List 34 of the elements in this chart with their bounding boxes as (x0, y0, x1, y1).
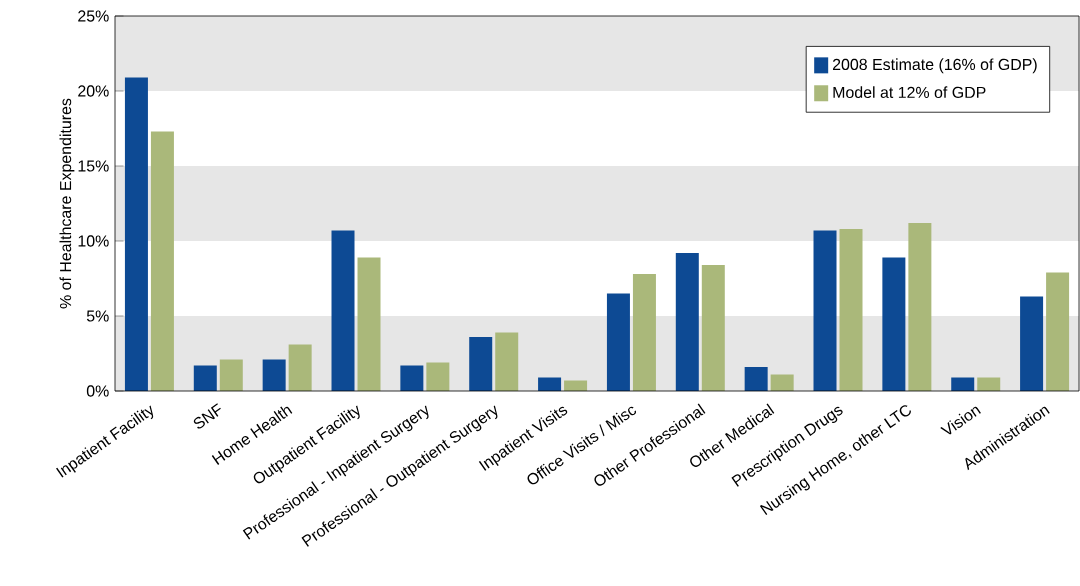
bar (1046, 272, 1070, 391)
bar (606, 293, 630, 391)
bar (193, 365, 217, 391)
bar (426, 362, 450, 391)
bar (701, 265, 725, 391)
y-tick-label: 15% (78, 160, 109, 172)
bar (219, 359, 243, 391)
bar (813, 230, 837, 391)
x-tick-label: SNF (193, 403, 221, 429)
bar (124, 77, 148, 391)
bar (331, 230, 355, 391)
y-tick-label: 10% (78, 235, 109, 247)
bar (882, 257, 906, 391)
bar (288, 344, 312, 391)
bar (632, 274, 656, 391)
bar (469, 337, 493, 391)
bar (400, 365, 424, 391)
bar (1020, 296, 1044, 391)
y-axis-title: % of Healthcare Expenditures (59, 98, 75, 309)
bar (675, 253, 699, 391)
y-tick-label: 20% (78, 85, 109, 97)
bar (357, 257, 381, 391)
y-tick-label: 5% (86, 310, 109, 322)
bar (770, 374, 794, 391)
bar (839, 229, 863, 391)
bar (908, 223, 932, 391)
y-tick-label: 0% (86, 385, 109, 397)
bar (262, 359, 286, 391)
legend-label: 2008 Estimate (16% of GDP) (832, 58, 1037, 74)
y-tick-label: 25% (78, 10, 109, 22)
bar (495, 332, 519, 391)
legend-label: Model at 12% of GDP (833, 86, 986, 98)
bar (150, 131, 174, 391)
bar (744, 367, 768, 391)
